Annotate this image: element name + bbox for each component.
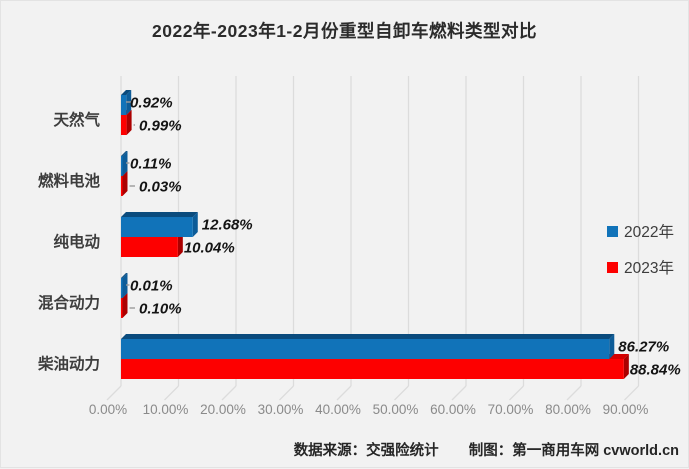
value-label-2022: 12.68% xyxy=(202,217,253,234)
bar-face xyxy=(122,171,128,196)
legend-label-2023: 2023年 xyxy=(624,260,674,277)
gridline-foot xyxy=(164,385,179,401)
bar-face xyxy=(121,95,127,115)
bar-face xyxy=(121,359,624,379)
bar-2022-2 xyxy=(121,212,198,237)
bar-face xyxy=(121,278,123,298)
gridline-foot xyxy=(509,385,524,401)
legend-item-2022: 2022年 xyxy=(607,220,674,242)
value-label-2023: 10.04% xyxy=(184,240,235,257)
bar-face xyxy=(121,217,193,237)
value-label-2023: 0.03% xyxy=(139,179,182,196)
x-axis-tick-label: 60.00% xyxy=(430,402,476,417)
bar-face xyxy=(122,293,128,318)
bar-face xyxy=(122,273,128,298)
category-label: 柴油动力 xyxy=(37,354,100,373)
bar-face xyxy=(122,151,128,176)
category-label: 天然气 xyxy=(53,110,100,129)
bar-face xyxy=(121,115,127,135)
chart-title: 2022年-2023年1-2月份重型自卸车燃料类型对比 xyxy=(152,21,537,41)
value-label-2022: 0.11% xyxy=(130,156,171,173)
value-label-2023: 0.99% xyxy=(139,118,182,135)
bar-face xyxy=(177,232,183,257)
bar-face xyxy=(126,110,132,135)
bar-face xyxy=(609,334,615,359)
x-axis-tick-label: 40.00% xyxy=(315,402,361,417)
category-label: 燃料电池 xyxy=(38,171,101,190)
bar-face xyxy=(121,237,178,257)
x-axis-tick-label: 30.00% xyxy=(258,402,304,417)
credit-text: 制图：第一商用车网 cvworld.cn xyxy=(468,443,679,459)
bar-face xyxy=(121,298,123,318)
footer: 数据来源：交强险统计 制图：第一商用车网 cvworld.cn xyxy=(294,439,679,460)
bar-face xyxy=(623,354,629,379)
bar-face xyxy=(121,273,128,278)
bar-2022-1 xyxy=(121,151,128,176)
value-label-2022: 0.01% xyxy=(130,278,173,295)
x-axis-tick-label: 0.00% xyxy=(89,402,127,417)
gridline-foot xyxy=(336,385,352,401)
bar-face xyxy=(121,151,128,156)
bar-face xyxy=(121,176,123,196)
legend-swatch-2022 xyxy=(607,225,618,237)
x-axis-tick-label: 10.00% xyxy=(143,402,189,417)
gridline-foot xyxy=(106,385,122,401)
x-axis-tick-label: 50.00% xyxy=(373,402,419,417)
value-label-2022: 86.27% xyxy=(618,339,669,356)
legend-label-2022: 2022年 xyxy=(624,224,674,241)
gridline-foot xyxy=(624,385,639,401)
gridline-foot xyxy=(279,385,294,401)
x-axis-tick-label: 70.00% xyxy=(488,402,534,417)
x-axis-tick-label: 20.00% xyxy=(200,402,246,417)
legend: 2022年 2023年 xyxy=(607,220,674,278)
value-label-2023: 88.84% xyxy=(630,362,681,379)
bar-2022-4 xyxy=(121,334,615,359)
bar-face xyxy=(121,156,123,176)
bar-2022-3 xyxy=(121,273,128,298)
gridline-foot xyxy=(566,385,582,401)
x-axis-tick-label: 90.00% xyxy=(603,402,649,417)
value-label-2023: 0.10% xyxy=(139,301,182,318)
value-label-2022: 0.92% xyxy=(130,95,173,112)
gridline-foot xyxy=(394,385,409,401)
category-label: 混合动力 xyxy=(38,293,100,312)
legend-swatch-2023 xyxy=(607,261,618,273)
gridline-foot xyxy=(451,385,467,401)
gridline-foot xyxy=(221,385,237,401)
bar-face xyxy=(121,90,132,95)
bar-face xyxy=(121,339,610,359)
bar-face xyxy=(121,212,198,217)
x-axis-tick-label: 80.00% xyxy=(545,402,591,417)
bar-face xyxy=(192,212,198,237)
legend-item-2023: 2023年 xyxy=(607,256,674,278)
category-label: 纯电动 xyxy=(53,232,100,251)
bar-face xyxy=(121,334,615,339)
data-source-text: 数据来源：交强险统计 xyxy=(293,443,439,459)
